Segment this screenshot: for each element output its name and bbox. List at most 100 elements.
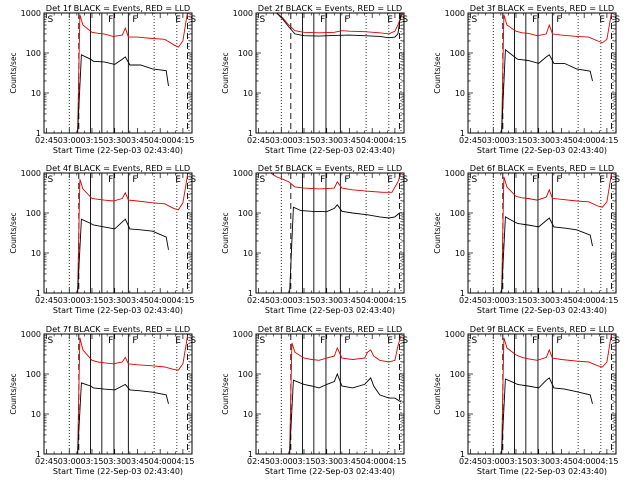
plot-frame bbox=[467, 172, 617, 294]
panel-title: Det 3f BLACK = Events, RED = LLD bbox=[470, 3, 614, 13]
panel-4: 1 10 100 1000 02:45 03:00 03:15 03:30 03:45 04:00… bbox=[9, 163, 196, 315]
x-tick-label: 04:15 bbox=[171, 136, 194, 145]
x-tick-label: 03:15 bbox=[504, 457, 527, 466]
plot-frame bbox=[467, 333, 617, 455]
x-tick-label: 03:45 bbox=[550, 457, 573, 466]
lld-series-line bbox=[289, 335, 402, 454]
y-axis-label: Counts/sec bbox=[433, 212, 442, 253]
flag-marker-s: S bbox=[260, 15, 266, 25]
x-tick-label: 04:15 bbox=[171, 457, 194, 466]
flag-marker-s: S bbox=[190, 15, 196, 25]
flag-marker-s: S bbox=[48, 175, 54, 185]
flag-marker-f: F bbox=[532, 15, 537, 25]
y-tick-label: 10 bbox=[455, 89, 465, 98]
x-tick-label: 04:00 bbox=[573, 457, 596, 466]
x-tick-label: 03:45 bbox=[338, 457, 361, 466]
flag-marker-s: S bbox=[402, 336, 408, 346]
y-tick-label: 10 bbox=[31, 410, 41, 419]
flag-marker-s: S bbox=[614, 15, 620, 25]
flag-marker-f: F bbox=[556, 175, 561, 185]
y-tick-label: 1 bbox=[460, 129, 465, 138]
flag-marker-f: F bbox=[344, 175, 349, 185]
x-tick-label: 02:45 bbox=[459, 136, 482, 145]
x-tick-label: 03:30 bbox=[315, 457, 338, 466]
y-tick-label: 1000 bbox=[445, 169, 465, 178]
y-tick-label: 1 bbox=[36, 450, 41, 459]
x-tick-label: 03:15 bbox=[504, 136, 527, 145]
x-tick-label: 03:45 bbox=[550, 136, 573, 145]
flag-marker-e: E bbox=[387, 15, 393, 25]
panel-title: Det 9f BLACK = Events, RED = LLD bbox=[470, 324, 614, 334]
panel-5: 1 10 100 1000 02:45 03:00 03:15 03:30 03:45 04:00… bbox=[221, 163, 408, 315]
x-tick-label: 03:15 bbox=[292, 457, 315, 466]
y-axis-label: Counts/sec bbox=[9, 373, 18, 414]
y-tick-label: 100 bbox=[450, 49, 465, 58]
y-tick-label: 1000 bbox=[21, 330, 41, 339]
panel-title: Det 6f BLACK = Events, RED = LLD bbox=[470, 163, 614, 173]
lld-series-line bbox=[501, 173, 612, 293]
x-tick-label: 03:30 bbox=[103, 136, 126, 145]
x-tick-label: 03:30 bbox=[527, 136, 550, 145]
x-tick-label: 03:00 bbox=[270, 457, 293, 466]
flag-marker-f: F bbox=[532, 336, 537, 346]
flag-marker-s: S bbox=[260, 175, 266, 185]
panel-8: 1 10 100 1000 02:45 03:00 03:15 03:30 03:45 04:00… bbox=[221, 324, 408, 476]
y-tick-label: 10 bbox=[243, 249, 253, 258]
flag-marker-f: F bbox=[132, 175, 137, 185]
y-tick-label: 100 bbox=[450, 370, 465, 379]
x-tick-label: 04:00 bbox=[149, 136, 172, 145]
x-tick-label: 04:00 bbox=[573, 296, 596, 305]
y-tick-label: 100 bbox=[26, 49, 41, 58]
plot-frame bbox=[43, 172, 193, 294]
y-tick-label: 1000 bbox=[21, 9, 41, 18]
flag-marker-e: E bbox=[599, 15, 605, 25]
y-axis-label: Counts/sec bbox=[9, 212, 18, 253]
x-tick-label: 04:00 bbox=[361, 457, 384, 466]
plot-frame bbox=[255, 12, 405, 134]
plot-frame bbox=[467, 12, 617, 134]
x-tick-label: 04:00 bbox=[149, 296, 172, 305]
panel-3: 1 10 100 1000 02:45 03:00 03:15 03:30 03:45 04:00… bbox=[433, 3, 620, 155]
lld-series-line bbox=[77, 335, 188, 454]
y-axis-label: Counts/sec bbox=[221, 52, 230, 93]
lld-series-line bbox=[258, 13, 403, 35]
panel-9: 1 10 100 1000 02:45 03:00 03:15 03:30 03:45 04:00… bbox=[433, 324, 620, 476]
y-tick-label: 1000 bbox=[233, 330, 253, 339]
events-series-line bbox=[77, 218, 169, 293]
x-tick-label: 02:45 bbox=[247, 136, 270, 145]
x-tick-label: 04:00 bbox=[573, 136, 596, 145]
y-axis-label: Counts/sec bbox=[221, 373, 230, 414]
x-tick-label: 03:00 bbox=[58, 136, 81, 145]
flag-marker-f: F bbox=[108, 336, 113, 346]
x-tick-label: 02:45 bbox=[247, 457, 270, 466]
panel-1: 1 10 100 1000 02:45 03:00 03:15 03:30 03:45 04:00… bbox=[9, 3, 196, 155]
panel-2: 1 10 100 1000 02:45 03:00 03:15 03:30 03:45 04:00… bbox=[221, 3, 408, 155]
x-axis-label: Start Time (22-Sep-03 02:43:40) bbox=[53, 146, 183, 155]
flag-marker-f: F bbox=[556, 336, 561, 346]
flag-marker-s: S bbox=[190, 336, 196, 346]
x-tick-label: 03:45 bbox=[550, 296, 573, 305]
x-axis-label: Start Time (22-Sep-03 02:43:40) bbox=[265, 467, 395, 476]
y-tick-label: 1000 bbox=[445, 330, 465, 339]
y-axis-label: Counts/sec bbox=[9, 52, 18, 93]
flag-marker-f: F bbox=[344, 15, 349, 25]
flag-marker-f: F bbox=[132, 336, 137, 346]
flag-marker-s: S bbox=[402, 175, 408, 185]
flag-marker-s: S bbox=[472, 15, 478, 25]
events-series-line bbox=[289, 372, 402, 454]
y-tick-label: 10 bbox=[243, 410, 253, 419]
plot-frame bbox=[255, 172, 405, 294]
x-tick-label: 02:45 bbox=[247, 296, 270, 305]
x-tick-label: 04:15 bbox=[383, 136, 406, 145]
y-tick-label: 1000 bbox=[233, 9, 253, 18]
lld-series-line bbox=[258, 173, 402, 193]
panel-title: Det 2f BLACK = Events, RED = LLD bbox=[258, 3, 402, 13]
x-tick-label: 04:00 bbox=[149, 457, 172, 466]
flag-marker-f: F bbox=[320, 336, 325, 346]
flag-marker-f: F bbox=[532, 175, 537, 185]
y-tick-label: 1000 bbox=[445, 9, 465, 18]
flag-marker-s: S bbox=[472, 336, 478, 346]
x-axis-label: Start Time (22-Sep-03 02:43:40) bbox=[265, 146, 395, 155]
flag-marker-s: S bbox=[472, 175, 478, 185]
x-tick-label: 04:15 bbox=[595, 136, 618, 145]
